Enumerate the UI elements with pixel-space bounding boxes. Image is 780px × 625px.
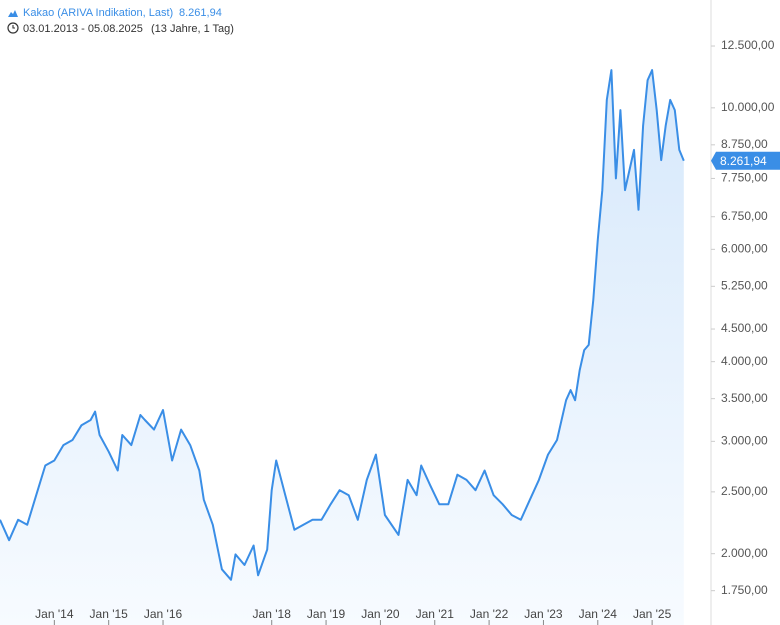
x-tick-label: Jan '19 <box>307 607 346 621</box>
y-tick-label: 8.750,00 <box>721 137 768 151</box>
y-tick-label: 3.000,00 <box>721 434 768 448</box>
x-tick-label: Jan '15 <box>90 607 129 621</box>
y-tick-label: 4.000,00 <box>721 354 768 368</box>
clock-icon <box>7 22 19 34</box>
legend-icon <box>8 10 18 17</box>
x-tick-label: Jan '14 <box>35 607 74 621</box>
line <box>0 69 685 581</box>
legend-name: Kakao (ARIVA Indikation, Last) <box>23 7 173 19</box>
y-tick-label: 10.000,00 <box>721 100 775 114</box>
x-tick-label: Jan '18 <box>253 607 292 621</box>
date-range: 03.01.2013 - 05.08.2025 <box>23 23 143 35</box>
y-tick-label: 12.500,00 <box>721 38 775 52</box>
last-badge-label: 8.261,94 <box>720 154 767 168</box>
y-tick-label: 3.500,00 <box>721 391 768 405</box>
y-tick-label: 6.000,00 <box>721 242 768 256</box>
y-tick-label: 2.000,00 <box>721 546 768 560</box>
duration: (13 Jahre, 1 Tag) <box>151 23 234 35</box>
x-tick-label: Jan '22 <box>470 607 509 621</box>
x-tick-label: Jan '20 <box>361 607 400 621</box>
y-tick-label: 6.750,00 <box>721 209 768 223</box>
clock-hand <box>12 25 15 29</box>
y-tick-label: 2.500,00 <box>721 484 768 498</box>
x-tick-label: Jan '25 <box>633 607 672 621</box>
x-tick-label: Jan '24 <box>579 607 618 621</box>
last-badge <box>711 151 780 170</box>
y-tick-label: 1.750,00 <box>721 583 768 597</box>
x-tick-label: Jan '16 <box>144 607 183 621</box>
y-tick-label: 5.250,00 <box>721 279 768 293</box>
x-tick-label: Jan '21 <box>416 607 455 621</box>
y-tick-label: 15.000,00 <box>721 0 775 2</box>
plot <box>0 69 685 625</box>
y-tick-label: 7.750,00 <box>721 171 768 185</box>
y-tick-label: 4.500,00 <box>721 321 768 335</box>
area <box>0 70 684 625</box>
legend-value: 8.261,94 <box>179 7 222 19</box>
x-tick-label: Jan '23 <box>524 607 563 621</box>
